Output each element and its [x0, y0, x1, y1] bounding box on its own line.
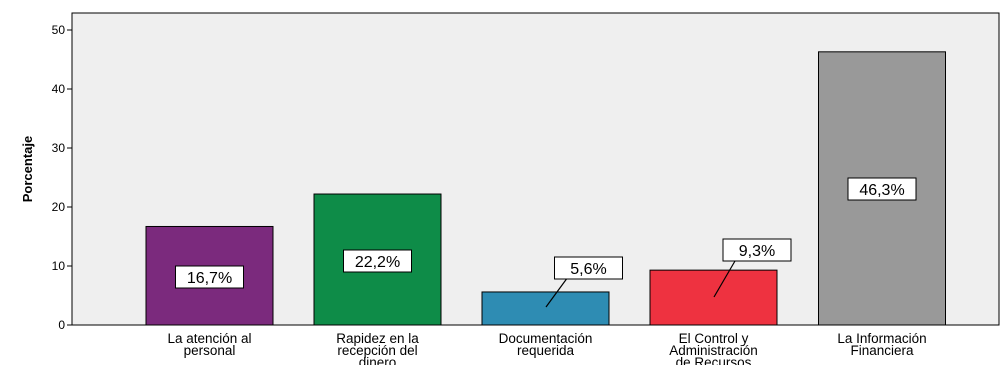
label-leader-line — [713, 260, 736, 298]
y-tick-label: 40 — [52, 82, 66, 96]
data-label: 5,6% — [570, 261, 606, 278]
y-tick-label: 50 — [52, 23, 66, 37]
y-axis-label: Porcentaje — [20, 136, 35, 202]
y-tick-label: 0 — [58, 318, 65, 332]
data-label: 16,7% — [187, 270, 232, 287]
x-category-label: Rapidez en la recepción del dinero — [336, 331, 419, 365]
data-label-box — [343, 249, 412, 273]
data-label: 9,3% — [739, 243, 775, 260]
bar — [649, 269, 778, 326]
y-tick-label: 20 — [52, 200, 66, 214]
data-label-box — [175, 265, 244, 289]
x-category-label: La atención al personal — [167, 331, 251, 358]
data-label: 22,2% — [355, 254, 400, 271]
label-leader-line — [545, 278, 567, 308]
x-category-label: La Información Financiera — [837, 331, 926, 358]
data-label-box — [554, 256, 623, 280]
data-label-box — [847, 177, 917, 201]
bar — [481, 291, 610, 326]
x-category-label: Documentación requerida — [499, 331, 593, 358]
data-label-box — [722, 238, 792, 262]
y-tick-label: 30 — [52, 141, 66, 155]
x-category-label: El Control y Administración de Recursos — [669, 331, 758, 365]
data-label: 46,3% — [859, 182, 904, 199]
y-tick-label: 10 — [52, 259, 66, 273]
